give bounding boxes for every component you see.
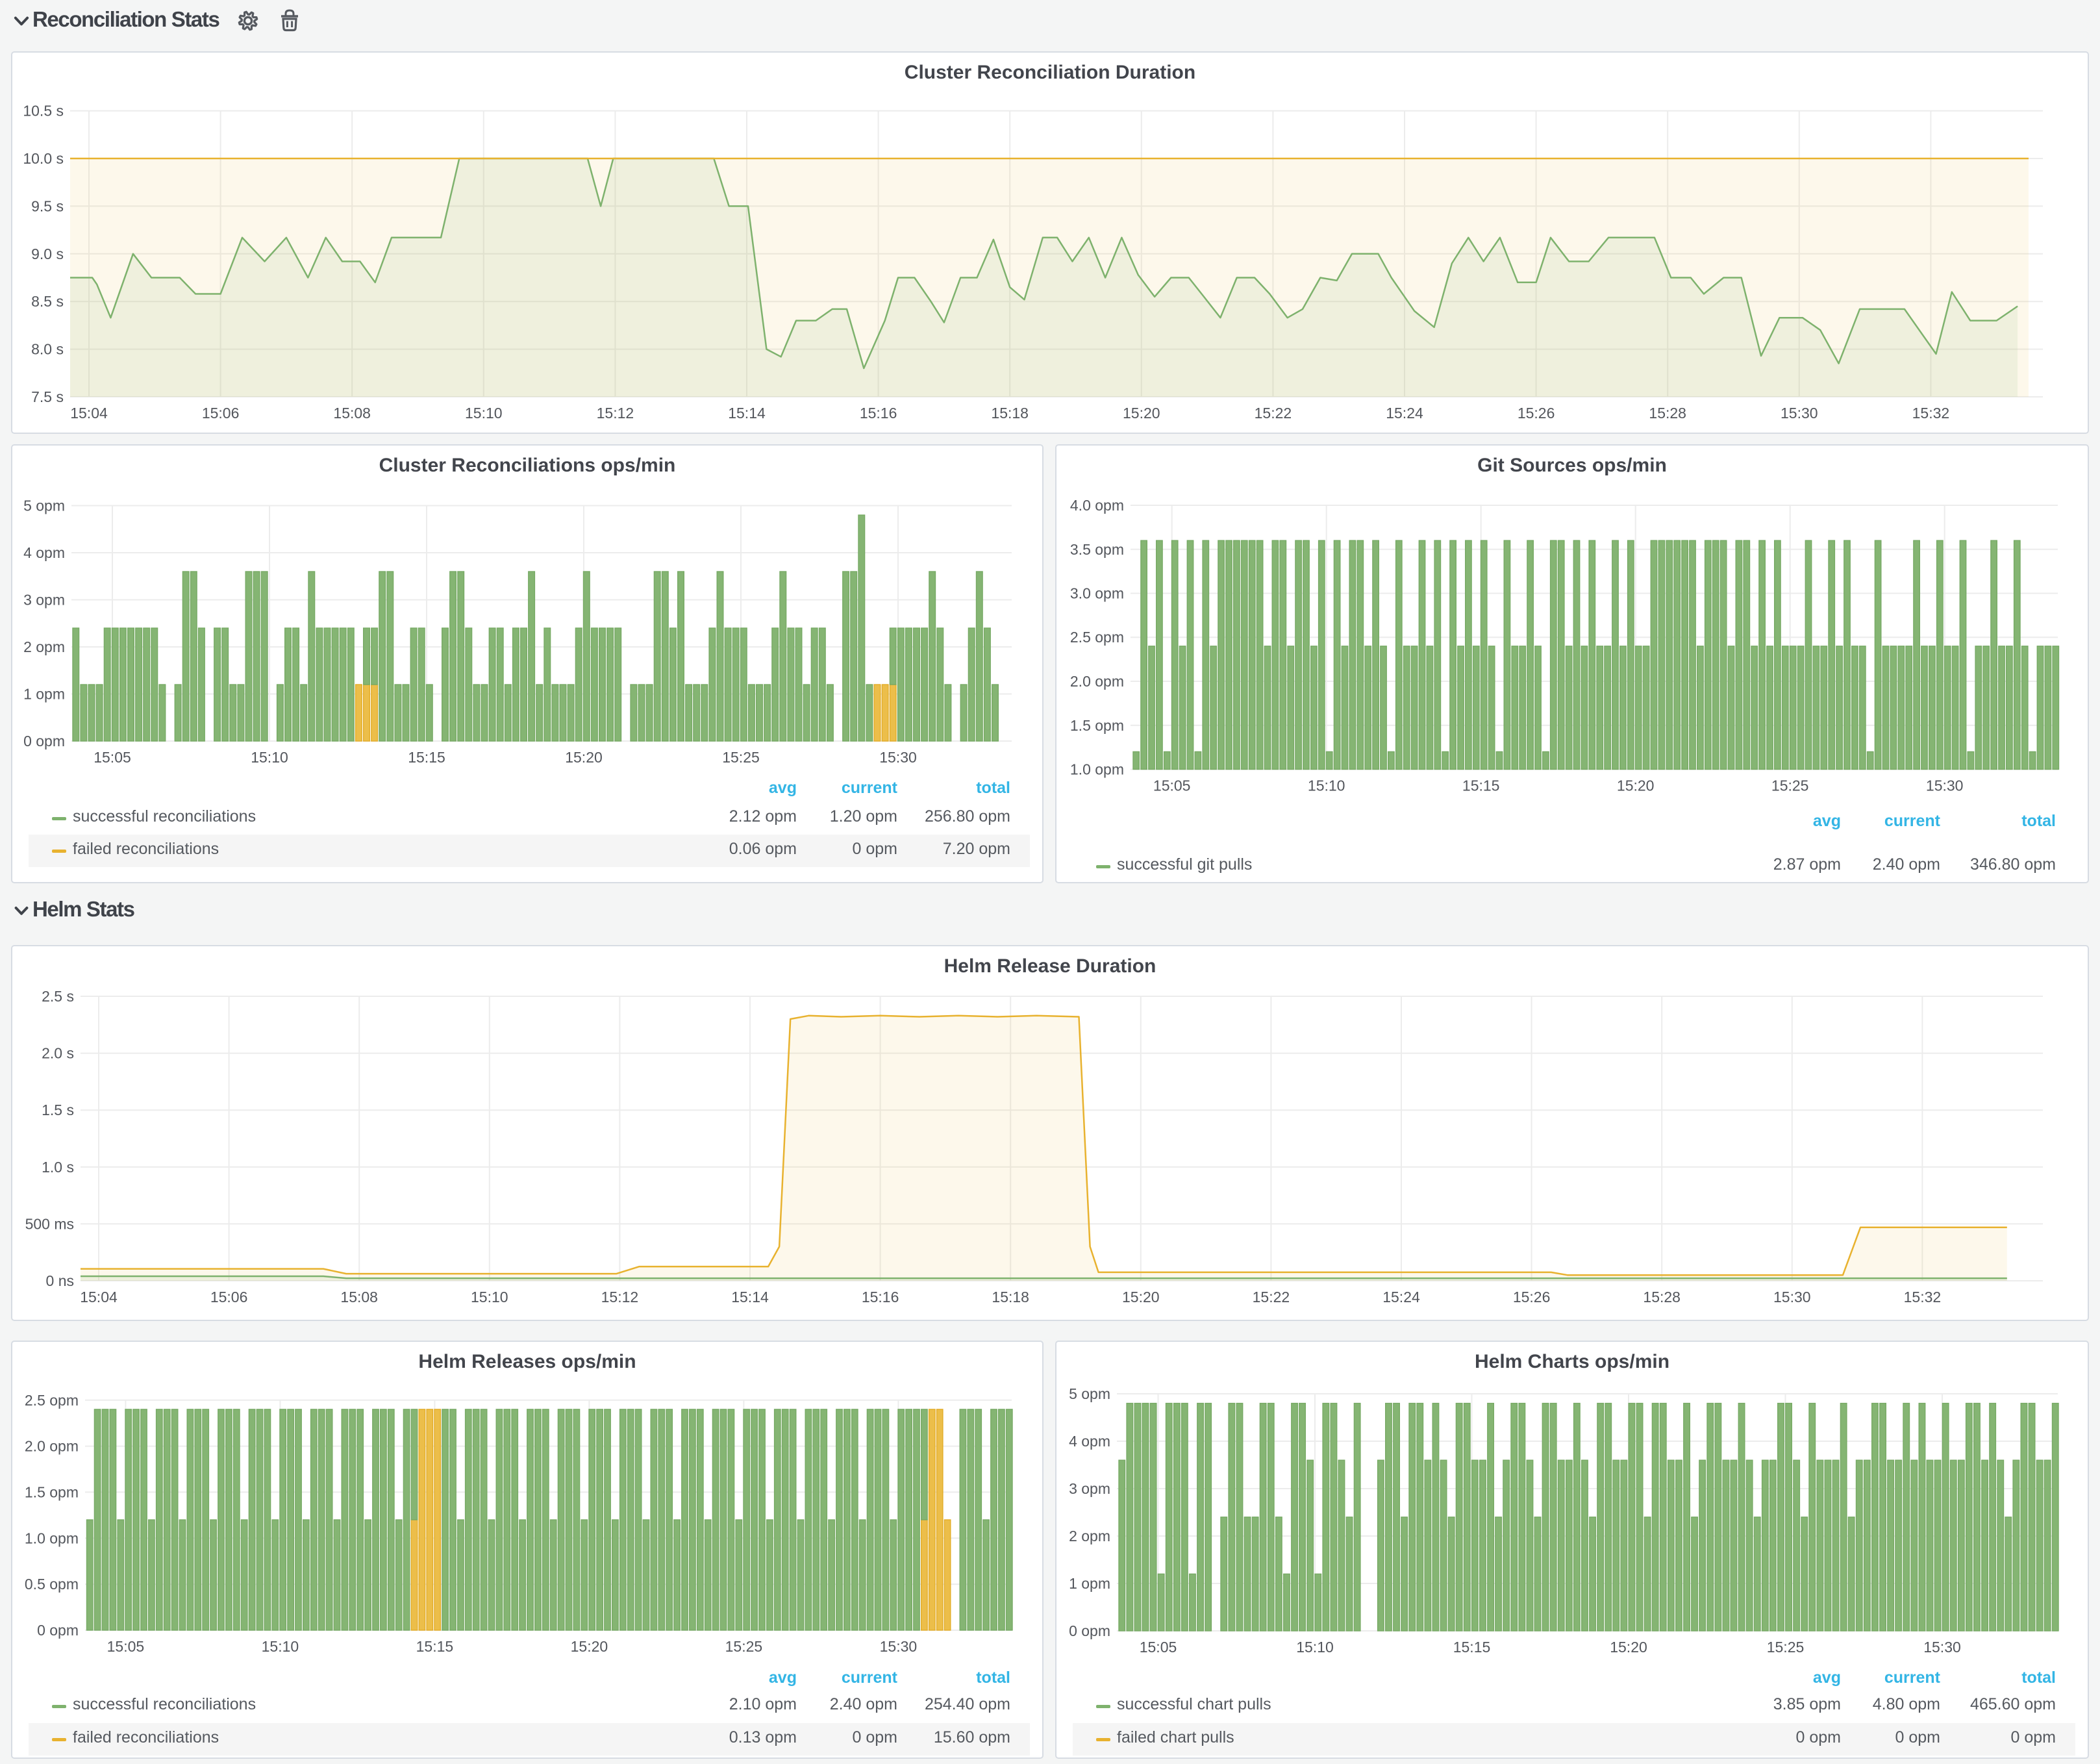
svg-text:5 opm: 5 opm bbox=[1069, 1385, 1110, 1402]
svg-text:15:10: 15:10 bbox=[471, 1289, 508, 1305]
svg-text:15:25: 15:25 bbox=[1771, 777, 1809, 794]
svg-text:15:15: 15:15 bbox=[416, 1638, 454, 1655]
svg-text:15:25: 15:25 bbox=[725, 1638, 763, 1655]
svg-text:2.5 opm: 2.5 opm bbox=[1070, 629, 1124, 646]
svg-text:15:05: 15:05 bbox=[94, 749, 131, 766]
svg-text:15:05: 15:05 bbox=[107, 1638, 145, 1655]
svg-text:1 opm: 1 opm bbox=[23, 686, 65, 703]
svg-text:15:30: 15:30 bbox=[1923, 1639, 1961, 1656]
svg-text:3 opm: 3 opm bbox=[1069, 1480, 1110, 1497]
svg-text:0 opm: 0 opm bbox=[1069, 1622, 1110, 1639]
svg-text:0 opm: 0 opm bbox=[23, 733, 65, 750]
svg-text:15:25: 15:25 bbox=[722, 749, 760, 766]
svg-text:2.5 opm: 2.5 opm bbox=[25, 1392, 79, 1409]
svg-text:9.0 s: 9.0 s bbox=[31, 246, 64, 262]
svg-text:1 opm: 1 opm bbox=[1069, 1575, 1110, 1592]
svg-text:1.0 opm: 1.0 opm bbox=[1070, 761, 1124, 778]
svg-text:4 opm: 4 opm bbox=[1069, 1433, 1110, 1450]
svg-text:15:08: 15:08 bbox=[340, 1289, 378, 1305]
svg-text:15:14: 15:14 bbox=[728, 405, 766, 422]
svg-text:15:30: 15:30 bbox=[1926, 777, 1964, 794]
svg-text:0 opm: 0 opm bbox=[37, 1622, 79, 1639]
svg-text:15:10: 15:10 bbox=[1308, 777, 1345, 794]
svg-text:15:20: 15:20 bbox=[565, 749, 603, 766]
svg-text:15:10: 15:10 bbox=[1296, 1639, 1334, 1656]
svg-text:15:20: 15:20 bbox=[1122, 1289, 1160, 1305]
svg-text:15:18: 15:18 bbox=[991, 405, 1029, 422]
svg-text:9.5 s: 9.5 s bbox=[31, 197, 64, 214]
svg-text:5 opm: 5 opm bbox=[23, 498, 65, 514]
svg-text:3 opm: 3 opm bbox=[23, 592, 65, 609]
svg-text:3.5 opm: 3.5 opm bbox=[1070, 541, 1124, 558]
svg-text:2 opm: 2 opm bbox=[23, 638, 65, 655]
svg-text:15:26: 15:26 bbox=[1518, 405, 1555, 422]
svg-text:1.5 opm: 1.5 opm bbox=[1070, 717, 1124, 734]
svg-text:15:25: 15:25 bbox=[1767, 1639, 1805, 1656]
svg-text:15:10: 15:10 bbox=[251, 749, 288, 766]
svg-text:15:04: 15:04 bbox=[80, 1289, 118, 1305]
svg-text:15:30: 15:30 bbox=[1781, 405, 1818, 422]
svg-text:15:16: 15:16 bbox=[862, 1289, 899, 1305]
svg-text:4.0 opm: 4.0 opm bbox=[1070, 497, 1124, 514]
svg-text:2 opm: 2 opm bbox=[1069, 1528, 1110, 1544]
svg-text:15:30: 15:30 bbox=[880, 1638, 918, 1655]
svg-text:2.5 s: 2.5 s bbox=[42, 988, 74, 1005]
svg-text:15:24: 15:24 bbox=[1382, 1289, 1420, 1305]
svg-text:15:15: 15:15 bbox=[408, 749, 445, 766]
svg-text:15:08: 15:08 bbox=[333, 405, 371, 422]
svg-text:15:30: 15:30 bbox=[1773, 1289, 1811, 1305]
svg-text:1.0 s: 1.0 s bbox=[42, 1159, 74, 1176]
svg-text:15:24: 15:24 bbox=[1386, 405, 1423, 422]
svg-text:10.0 s: 10.0 s bbox=[23, 150, 64, 167]
svg-text:15:04: 15:04 bbox=[70, 405, 108, 422]
svg-text:8.5 s: 8.5 s bbox=[31, 293, 64, 310]
svg-text:15:18: 15:18 bbox=[992, 1289, 1029, 1305]
svg-text:1.0 opm: 1.0 opm bbox=[25, 1530, 79, 1546]
svg-text:15:10: 15:10 bbox=[262, 1638, 299, 1655]
svg-text:15:20: 15:20 bbox=[1617, 777, 1655, 794]
svg-text:8.0 s: 8.0 s bbox=[31, 341, 64, 358]
svg-text:15:28: 15:28 bbox=[1643, 1289, 1681, 1305]
svg-text:15:15: 15:15 bbox=[1462, 777, 1500, 794]
svg-text:15:20: 15:20 bbox=[571, 1638, 608, 1655]
svg-text:0.5 opm: 0.5 opm bbox=[25, 1576, 79, 1593]
svg-text:15:32: 15:32 bbox=[1904, 1289, 1942, 1305]
svg-text:15:22: 15:22 bbox=[1255, 405, 1292, 422]
svg-text:1.5 opm: 1.5 opm bbox=[25, 1483, 79, 1500]
svg-text:500 ms: 500 ms bbox=[25, 1215, 74, 1232]
svg-text:2.0 opm: 2.0 opm bbox=[1070, 673, 1124, 690]
svg-text:15:30: 15:30 bbox=[879, 749, 917, 766]
svg-text:3.0 opm: 3.0 opm bbox=[1070, 585, 1124, 602]
svg-text:15:15: 15:15 bbox=[1453, 1639, 1491, 1656]
svg-text:15:06: 15:06 bbox=[202, 405, 240, 422]
svg-text:15:22: 15:22 bbox=[1253, 1289, 1290, 1305]
svg-text:15:14: 15:14 bbox=[731, 1289, 769, 1305]
svg-text:1.5 s: 1.5 s bbox=[42, 1102, 74, 1118]
svg-text:15:32: 15:32 bbox=[1912, 405, 1950, 422]
svg-text:4 opm: 4 opm bbox=[23, 544, 65, 561]
svg-text:10.5 s: 10.5 s bbox=[23, 103, 64, 120]
svg-text:15:12: 15:12 bbox=[597, 405, 634, 422]
svg-text:2.0 s: 2.0 s bbox=[42, 1045, 74, 1062]
svg-text:15:12: 15:12 bbox=[601, 1289, 639, 1305]
svg-text:15:05: 15:05 bbox=[1140, 1639, 1177, 1656]
svg-text:2.0 opm: 2.0 opm bbox=[25, 1438, 79, 1455]
svg-text:15:16: 15:16 bbox=[860, 405, 897, 422]
svg-text:15:26: 15:26 bbox=[1513, 1289, 1551, 1305]
svg-text:15:20: 15:20 bbox=[1610, 1639, 1647, 1656]
svg-text:7.5 s: 7.5 s bbox=[31, 388, 64, 405]
svg-text:15:28: 15:28 bbox=[1649, 405, 1686, 422]
svg-text:15:10: 15:10 bbox=[465, 405, 503, 422]
svg-text:15:06: 15:06 bbox=[210, 1289, 248, 1305]
svg-text:15:05: 15:05 bbox=[1153, 777, 1191, 794]
svg-text:15:20: 15:20 bbox=[1123, 405, 1160, 422]
svg-text:0 ns: 0 ns bbox=[46, 1272, 74, 1289]
